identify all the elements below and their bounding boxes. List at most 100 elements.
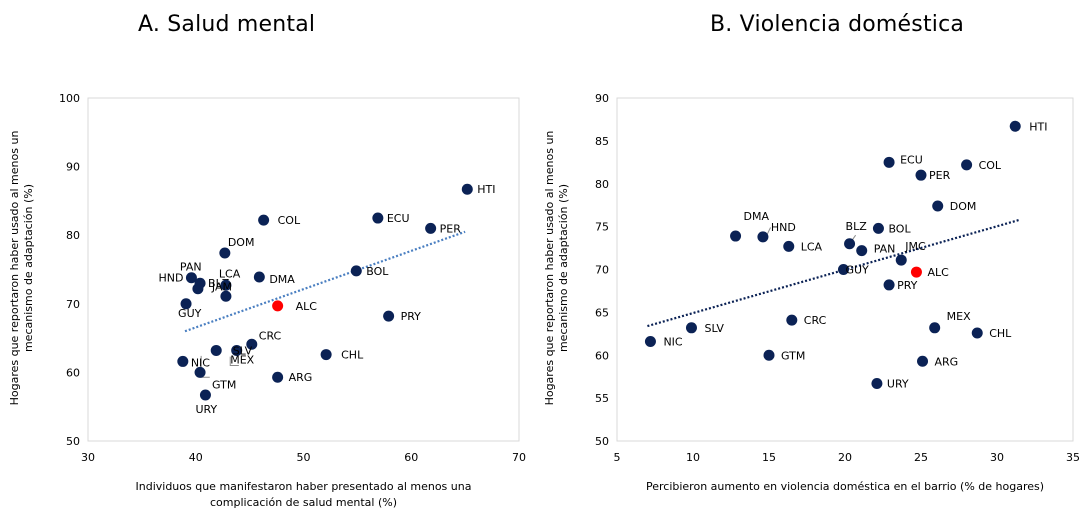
chart-a-label-bol: BOL: [366, 265, 389, 278]
chart-b-label-hti: HTI: [1029, 120, 1047, 133]
chart-a-point-ury: [199, 389, 211, 401]
chart-a-ytick-label: 50: [66, 435, 80, 448]
chart-b-label-jmc: JMC: [904, 240, 926, 253]
chart-a-y-axis-label: mecanismo de adaptación (%): [22, 184, 35, 352]
chart-b-xtick-label: 5: [614, 451, 621, 464]
chart-b-x-axis-label: Percibieron aumento en violencia domésti…: [646, 480, 1044, 493]
chart-a-label-hti: HTI: [477, 183, 495, 196]
chart-b-ytick-label: 75: [595, 221, 609, 234]
chart-b-point-blz: [844, 238, 856, 250]
chart-b-point-per: [915, 169, 927, 181]
chart-b-point-col: [961, 159, 973, 171]
chart-b-ytick-label: 85: [595, 135, 609, 148]
chart-b-label-nic: NIC: [663, 336, 682, 349]
chart-b-point-ury: [871, 378, 883, 390]
chart-b-xtick-label: 10: [686, 451, 700, 464]
chart-b-label-col: COL: [979, 159, 1002, 172]
chart-b-label-bol: BOL: [888, 222, 911, 235]
chart-b-ytick-label: 55: [595, 392, 609, 405]
chart-a-xtick-label: 70: [512, 451, 526, 464]
chart-b-point-arg: [917, 355, 929, 367]
chart-b-xtick-label: 20: [838, 451, 852, 464]
chart-a-point-chl: [320, 349, 332, 361]
chart-a-label-dom: DOM: [228, 236, 255, 249]
chart-b-xtick-label: 15: [762, 451, 776, 464]
chart-a-point-bol: [350, 265, 362, 277]
chart-a-ytick-label: 80: [66, 229, 80, 242]
chart-b-point-pan: [856, 245, 868, 257]
chart-b-point-jmc: [895, 254, 907, 266]
chart-a-point-alc: [272, 300, 284, 312]
chart-b-ytick-label: 60: [595, 349, 609, 362]
chart-a-label-gtm: GTM: [212, 378, 236, 391]
chart-b-xtick-label: 25: [914, 451, 928, 464]
chart-a-label-pry: PRY: [401, 310, 422, 323]
chart-a-point-blz: [194, 277, 206, 289]
chart-b-point-alc: [910, 266, 922, 278]
chart-a-point-gtm: [194, 366, 206, 378]
chart-b-label-lca: LCA: [801, 240, 823, 253]
chart-a-label-guy: GUY: [178, 307, 202, 320]
chart-a-label-mex: MEX: [230, 353, 254, 366]
chart-b-point-guy: [837, 264, 849, 275]
chart-b-point-ecu: [883, 156, 895, 168]
chart-a-point-lca: [220, 279, 232, 291]
chart-b-label-pry: PRY: [897, 279, 918, 292]
chart-a-ytick-label: 60: [66, 366, 80, 379]
chart-b-point-nic: [644, 336, 656, 348]
chart-a-point-per: [425, 222, 437, 234]
chart-a-plot-frame: [87, 97, 520, 442]
chart-b-label-guy: GUY: [845, 264, 869, 277]
chart-b-label-slv: SLV: [704, 322, 724, 335]
chart-a-ytick-label: 90: [66, 161, 80, 174]
chart-b-label-pan: PAN: [874, 243, 896, 256]
chart-a-xtick-label: 40: [189, 451, 203, 464]
chart-a-label-col: COL: [278, 214, 301, 227]
chart-a-label-lca: LCA: [219, 267, 241, 280]
chart-a-point-pry: [383, 310, 395, 322]
chart-b-point-crc: [786, 314, 798, 326]
chart-b-point-slv: [685, 322, 697, 334]
chart-b-label-alc: ALC: [927, 266, 949, 279]
chart-a-point-hnd: [185, 272, 197, 284]
chart-b-label-gtm: GTM: [781, 349, 805, 362]
chart-a-point-ecu: [372, 212, 384, 224]
chart-a-xtick-label: 30: [81, 451, 95, 464]
chart-b-point-hnd: [757, 231, 769, 243]
chart-a-point-col: [258, 214, 270, 226]
chart-b-label-mex: MEX: [947, 310, 971, 323]
chart-b-label-blz: BLZ: [846, 220, 868, 233]
chart-b-point-mex: [929, 322, 941, 334]
chart-a-label-alc: ALC: [296, 300, 318, 313]
chart-b-label-crc: CRC: [804, 314, 827, 327]
chart-b-point-hti: [1009, 120, 1021, 132]
chart-a-ytick-label: 100: [59, 92, 80, 105]
chart-b-y-axis-label: Hogares que reportaron haber usado al me…: [543, 131, 556, 406]
chart-b-label-chl: CHL: [989, 327, 1012, 340]
chart-b-point-lca: [783, 240, 795, 252]
chart-b-ytick-label: 65: [595, 306, 609, 319]
chart-a-point-nic: [177, 355, 189, 367]
chart-b-label-arg: ARG: [935, 355, 959, 368]
chart-a-label-chl: CHL: [341, 349, 364, 362]
chart-a-point-slv: [231, 344, 243, 356]
chart-b-label-ecu: ECU: [900, 153, 923, 166]
chart-a-label-slv: SLV: [233, 344, 253, 357]
chart-a-xtick-label: 50: [297, 451, 311, 464]
chart-a-ytick-label: 70: [66, 298, 80, 311]
chart-b-ytick-label: 90: [595, 92, 609, 105]
chart-a-point-crc: [246, 338, 258, 350]
chart-a-point-dma: [253, 271, 265, 283]
chart-b-ytick-label: 70: [595, 264, 609, 277]
chart-b-point-dom: [932, 200, 944, 212]
chart-a-label-dma: DMA: [269, 273, 295, 286]
chart-b-label-hnd: HND: [771, 221, 796, 234]
chart-a-label-pan: PAN: [180, 261, 202, 274]
chart-a-point-arg: [272, 371, 284, 383]
chart-b-point-gtm: [763, 349, 775, 361]
chart-b-xtick-label: 35: [1066, 451, 1080, 464]
chart-a-label-jam: JAM: [211, 280, 232, 293]
chart-b-point-chl: [971, 327, 983, 339]
chart-a-point-dom: [219, 247, 231, 259]
